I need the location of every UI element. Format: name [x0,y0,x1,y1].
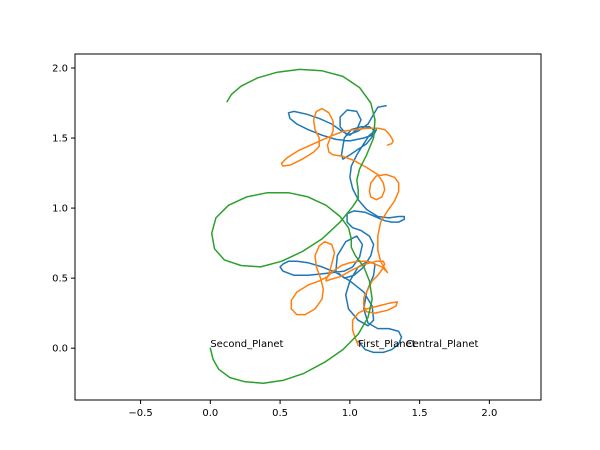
y-tick-label: 0.5 [52,274,68,285]
y-tick-label: 2.0 [52,64,68,75]
x-axis: −0.5 0.0 0.5 1.0 1.5 2.0 [128,400,497,419]
annotation-central-planet: Central_Planet [406,339,479,350]
plot-lines [209,68,406,384]
x-tick-label: −0.5 [128,408,152,419]
y-tick-label: 0.0 [52,344,68,355]
x-tick-label: 2.0 [481,408,497,419]
y-axis: 0.0 0.5 1.0 1.5 2.0 [52,64,75,355]
series-1-line [279,105,406,354]
series-3-line [209,68,376,384]
x-tick-label: 0.0 [202,408,218,419]
annotation-second-planet: Second_Planet [210,339,283,350]
x-tick-label: 0.5 [272,408,288,419]
y-tick-label: 1.5 [52,134,68,145]
axes-frame [74,53,542,401]
x-tick-label: 1.5 [412,408,428,419]
series-2-line [280,107,400,347]
annotation-first-planet: First_Planet [358,339,415,350]
y-tick-label: 1.0 [52,204,68,215]
x-tick-label: 1.0 [342,408,358,419]
